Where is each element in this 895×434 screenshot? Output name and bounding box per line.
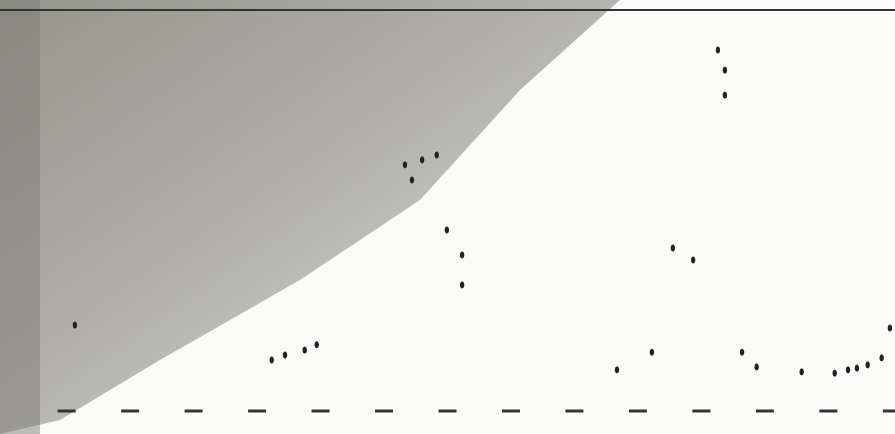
point bbox=[302, 346, 307, 354]
point bbox=[722, 66, 728, 74]
point bbox=[459, 281, 465, 289]
point bbox=[614, 366, 620, 374]
point bbox=[402, 161, 408, 169]
point bbox=[282, 351, 288, 359]
shading-edge bbox=[0, 0, 40, 434]
point bbox=[854, 364, 860, 372]
point bbox=[845, 366, 851, 374]
point bbox=[715, 46, 721, 54]
point bbox=[444, 226, 450, 234]
point bbox=[649, 348, 655, 356]
point bbox=[434, 151, 439, 159]
point bbox=[722, 91, 728, 99]
point bbox=[887, 324, 893, 332]
point bbox=[879, 354, 884, 362]
point bbox=[409, 176, 415, 184]
point bbox=[72, 321, 78, 329]
point bbox=[754, 363, 759, 371]
shading bbox=[0, 0, 620, 434]
point bbox=[690, 256, 696, 264]
point bbox=[865, 361, 870, 369]
point bbox=[314, 341, 319, 349]
point bbox=[832, 369, 837, 377]
point bbox=[799, 368, 804, 376]
point bbox=[739, 348, 745, 356]
point bbox=[419, 156, 425, 164]
point bbox=[459, 251, 465, 259]
point bbox=[670, 244, 676, 252]
point bbox=[269, 356, 274, 364]
